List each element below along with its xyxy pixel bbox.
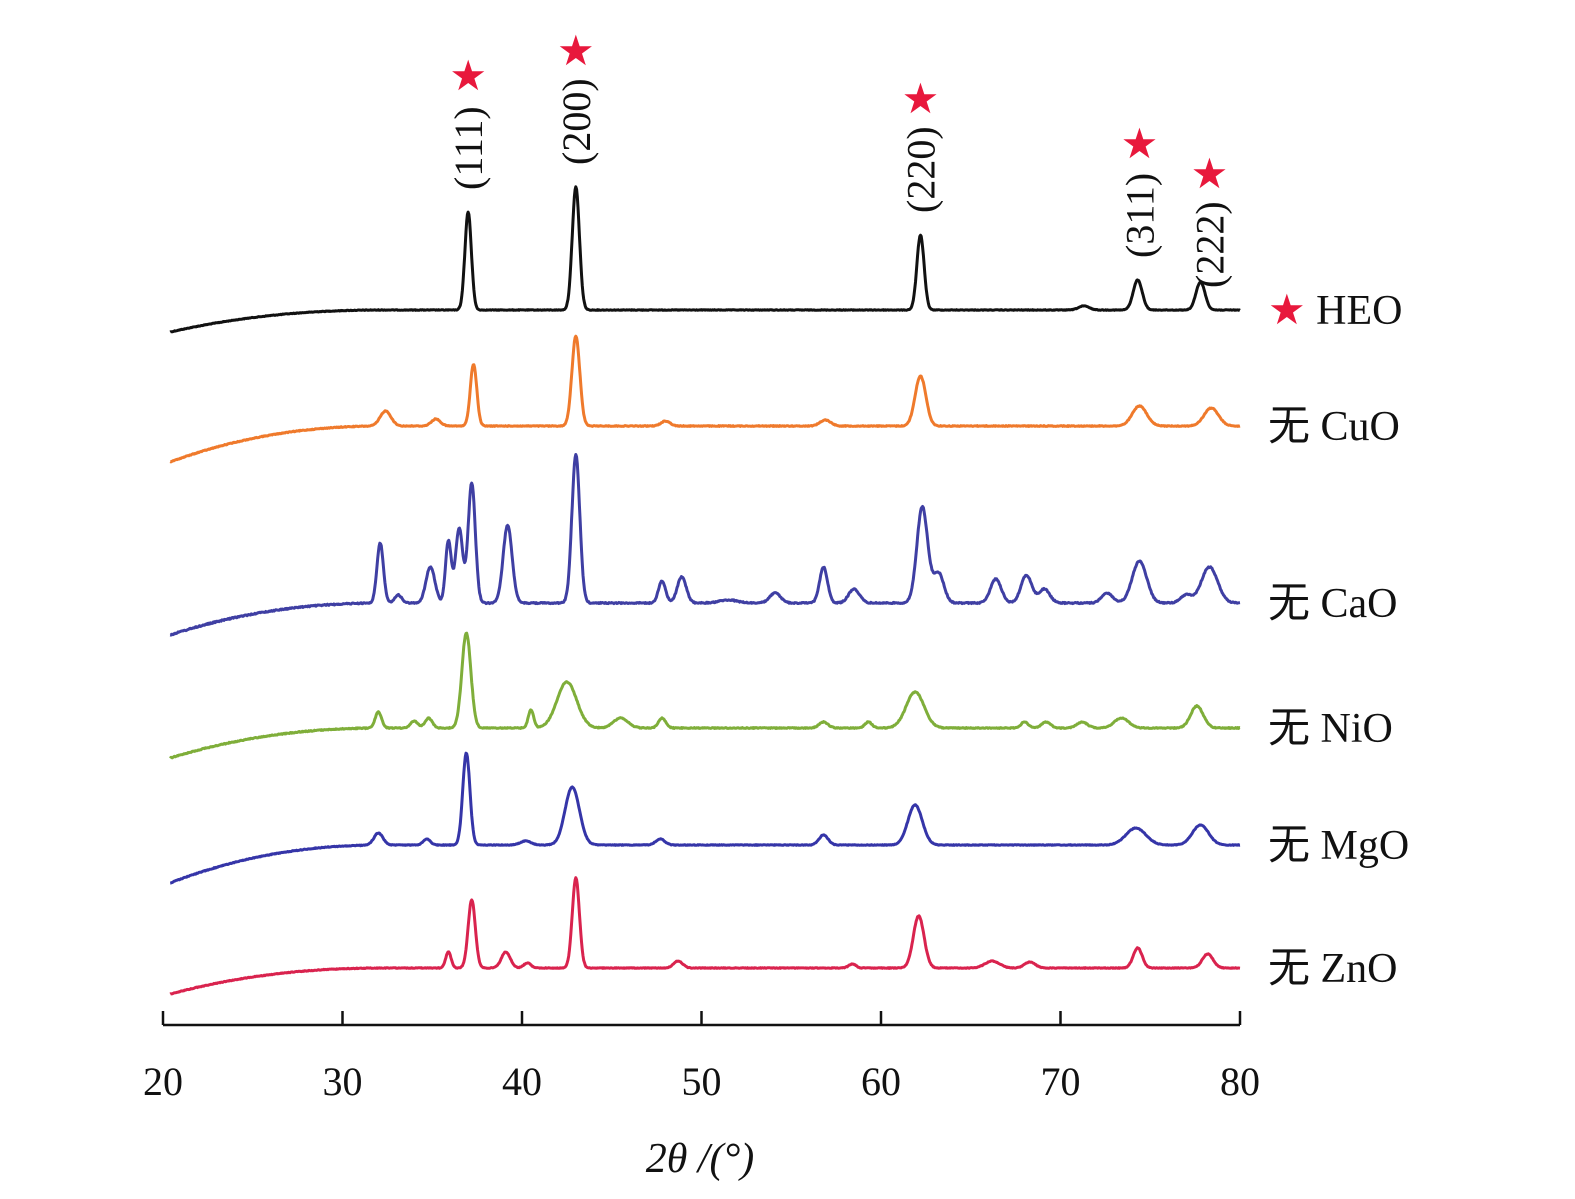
star-icon: ★ <box>449 54 487 100</box>
legend-label: 无 CuO <box>1268 404 1400 450</box>
trace-5 <box>169 876 1241 996</box>
series-traces <box>169 185 1241 996</box>
legend-label: 无 MgO <box>1268 823 1409 869</box>
legend-label: 无 NiO <box>1268 706 1393 752</box>
x-tick-label: 40 <box>502 1059 542 1104</box>
x-tick-label: 60 <box>861 1059 901 1104</box>
legend-text: HEO <box>1306 288 1403 334</box>
star-icon: ★ <box>1191 152 1229 198</box>
star-icon: ★ <box>557 29 595 75</box>
trace-2 <box>169 453 1241 637</box>
star-icon: ★ <box>1121 122 1159 168</box>
trace-1 <box>169 334 1241 464</box>
miller-index-label: (200) <box>554 78 599 165</box>
x-tick-label: 30 <box>323 1059 363 1104</box>
trace-4 <box>169 751 1241 885</box>
star-icon: ★ <box>902 77 940 123</box>
star-icon: ★ <box>1268 288 1306 334</box>
trace-0 <box>169 185 1241 334</box>
x-tick-label: 80 <box>1220 1059 1260 1104</box>
trace-3 <box>169 631 1241 760</box>
legend-label: 无 ZnO <box>1268 946 1398 992</box>
miller-index-label: (222) <box>1187 201 1232 288</box>
x-tick-label: 20 <box>143 1059 183 1104</box>
x-tick-label: 70 <box>1041 1059 1081 1104</box>
legend-label: 无 CaO <box>1268 581 1398 627</box>
x-axis-label: 2θ /(°) <box>646 1136 755 1182</box>
miller-index-label: (311) <box>1117 173 1162 258</box>
series-legends: ★ HEO 无 CuO 无 CaO 无 NiO 无 MgO 无 ZnO <box>1268 288 1409 992</box>
miller-index-label: (220) <box>898 126 943 213</box>
legend-label: ★ HEO <box>1268 288 1402 334</box>
miller-index-label: (111) <box>446 106 491 190</box>
x-axis: 20 30 40 50 60 70 80 <box>143 1011 1260 1104</box>
peak-annotations: (111)★(200)★(220)★(311)★(222)★ <box>446 29 1232 288</box>
x-tick-label: 50 <box>682 1059 722 1104</box>
